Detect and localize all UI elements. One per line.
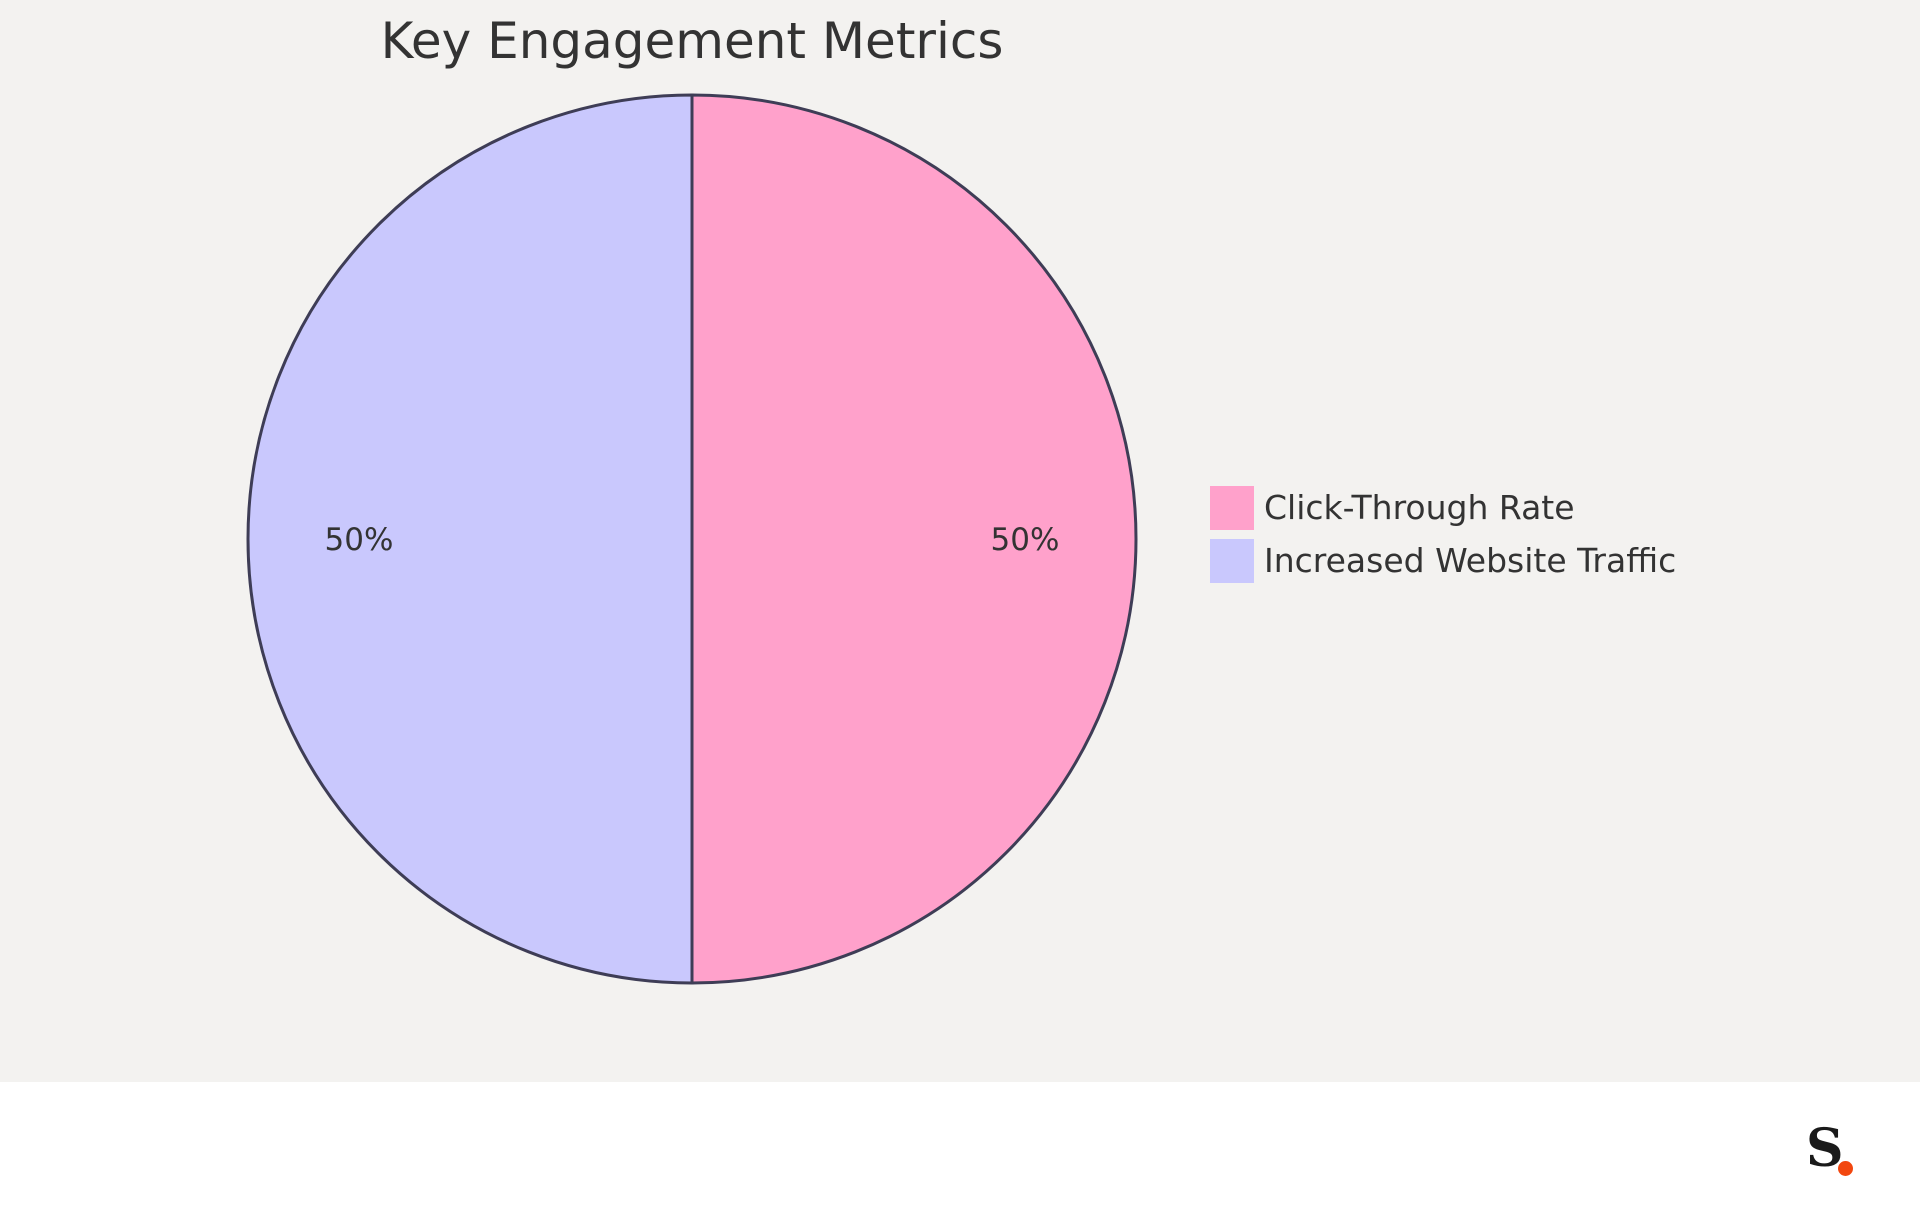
pie-slice-labels: 50% 50% — [325, 522, 1060, 558]
slice-percent-label: 50% — [991, 522, 1060, 558]
slice-percent-label: 50% — [325, 522, 394, 558]
legend-label: Increased Website Traffic — [1264, 541, 1676, 580]
legend-swatch — [1210, 486, 1254, 530]
pie-chart: Key Engagement Metrics 50% 50% Click-Thro… — [246, 12, 1676, 985]
legend: Click-Through Rate Increased Website Traf… — [1210, 486, 1676, 583]
pie-slice-increased-website-traffic — [246, 93, 694, 985]
pie-slices — [246, 93, 1138, 985]
logo-letter: S — [1806, 1118, 1844, 1179]
legend-label: Click-Through Rate — [1264, 488, 1575, 527]
legend-swatch — [1210, 539, 1254, 583]
logo-dot-icon — [1838, 1161, 1853, 1176]
footer — [0, 1082, 1920, 1215]
brand-logo: S — [1800, 1119, 1860, 1185]
pie-slice-click-through-rate — [690, 93, 1138, 985]
chart-title: Key Engagement Metrics — [381, 12, 1004, 70]
